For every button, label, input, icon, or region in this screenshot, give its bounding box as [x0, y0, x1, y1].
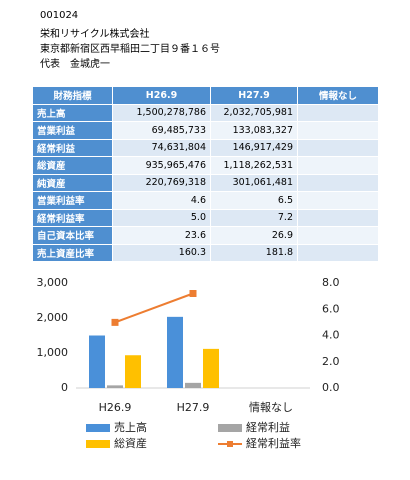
header-row: 財務指標 H26.9 H27.9 情報なし: [32, 86, 379, 105]
row-label: 経常利益: [32, 138, 113, 157]
empty-cell: [297, 226, 379, 245]
line-marker: [189, 290, 197, 297]
line-marker: [111, 318, 119, 326]
bar: [107, 385, 123, 388]
cell: 220,769,318: [112, 173, 211, 192]
bar: [167, 316, 183, 388]
code: 001024: [40, 10, 79, 21]
empty-cell: [297, 208, 379, 227]
legend-swatch: [218, 424, 242, 432]
y2-tick-label: 4.0: [322, 329, 340, 342]
table-row: 自己資本比率 23.6 26.9: [32, 226, 379, 245]
row-label: 売上資産比率: [32, 243, 113, 262]
representative: 代表 金城虎一: [40, 59, 110, 70]
cell: 146,917,429: [210, 138, 298, 157]
cell: 74,631,804: [112, 138, 211, 157]
y2-tick-label: 0.0: [322, 381, 340, 394]
legend-swatch: [227, 441, 233, 447]
legend-label: 総資産: [114, 436, 147, 450]
row-label: 売上高: [32, 103, 113, 122]
table-row: 売上高 1,500,278,786 2,032,705,981: [32, 103, 379, 122]
table-row: 純資産 220,769,318 301,061,481: [32, 173, 379, 192]
cell: 69,485,733: [112, 121, 211, 140]
empty-cell: [297, 191, 379, 210]
bar: [125, 355, 141, 388]
table-row: 売上資産比率 160.3 181.8: [32, 243, 379, 262]
bar: [185, 382, 201, 388]
column-header: H26.9: [112, 86, 211, 105]
line: [114, 292, 194, 324]
cell: 2,032,705,981: [210, 103, 298, 122]
column-header: 情報なし: [297, 86, 379, 105]
y-tick-label: 2,000: [37, 311, 69, 324]
legend-swatch: [86, 424, 110, 432]
legend-swatch: [86, 440, 110, 448]
column-header: H27.9: [210, 86, 298, 105]
bar: [203, 348, 219, 388]
empty-cell: [297, 156, 379, 175]
cell: 7.2: [210, 208, 298, 227]
x-tick-label: H27.9: [177, 401, 210, 414]
row-label: 営業利益率: [32, 191, 113, 210]
finance-table: 財務指標 H26.9 H27.9 情報なし 売上高 1,500,278,786 2,032,…: [32, 86, 379, 262]
legend-label: 売上高: [114, 420, 147, 434]
y-tick-label: 1,000: [37, 346, 69, 359]
cell: 6.5: [210, 191, 298, 210]
legend-label: 経常利益率: [246, 436, 301, 450]
x-tick-label: 情報なし: [249, 401, 293, 414]
y-tick-label: 3,000: [37, 276, 69, 289]
cell: 1,118,262,531: [210, 156, 298, 175]
column-header: 財務指標: [32, 86, 113, 105]
row-label: 総資産: [32, 156, 113, 175]
cell: 133,083,327: [210, 121, 298, 140]
cell: 4.6: [112, 191, 211, 210]
table-row: 総資産 935,965,476 1,118,262,531: [32, 156, 379, 175]
cell: 23.6: [112, 226, 211, 245]
address: 東京都新宿区西早稲田二丁目９番１６号: [40, 44, 220, 55]
empty-cell: [297, 103, 379, 122]
cell: 1,500,278,786: [112, 103, 211, 122]
row-label: 純資産: [32, 173, 113, 192]
empty-cell: [297, 173, 379, 192]
cell: 5.0: [112, 208, 211, 227]
table-row: 営業利益率 4.6 6.5: [32, 191, 379, 210]
cell: 160.3: [112, 243, 211, 262]
cell: 935,965,476: [112, 156, 211, 175]
empty-cell: [297, 138, 379, 157]
y2-tick-label: 6.0: [322, 302, 340, 315]
empty-cell: [297, 243, 379, 262]
table-row: 経常利益率 5.0 7.2: [32, 208, 379, 227]
y2-tick-label: 8.0: [322, 276, 340, 289]
x-tick-label: H26.9: [99, 401, 132, 414]
y-tick-label: 0: [61, 381, 68, 394]
row-label: 自己資本比率: [32, 226, 113, 245]
row-label: 営業利益: [32, 121, 113, 140]
table-row: 経常利益 74,631,804 146,917,429: [32, 138, 379, 157]
row-label: 経常利益率: [32, 208, 113, 227]
y2-tick-label: 2.0: [322, 355, 340, 368]
empty-cell: [297, 121, 379, 140]
company: 栄和リサイクル株式会社: [40, 29, 150, 40]
cell: 26.9: [210, 226, 298, 245]
table-row: 営業利益 69,485,733 133,083,327: [32, 121, 379, 140]
legend-label: 経常利益: [246, 420, 290, 434]
cell: 301,061,481: [210, 173, 298, 192]
bar: [89, 335, 105, 388]
chart: 0 1,000 2,000 3,000 0.0 2.0 4.0 6.0 8.0 H26.9 H27.…: [37, 276, 340, 450]
cell: 181.8: [210, 243, 298, 262]
